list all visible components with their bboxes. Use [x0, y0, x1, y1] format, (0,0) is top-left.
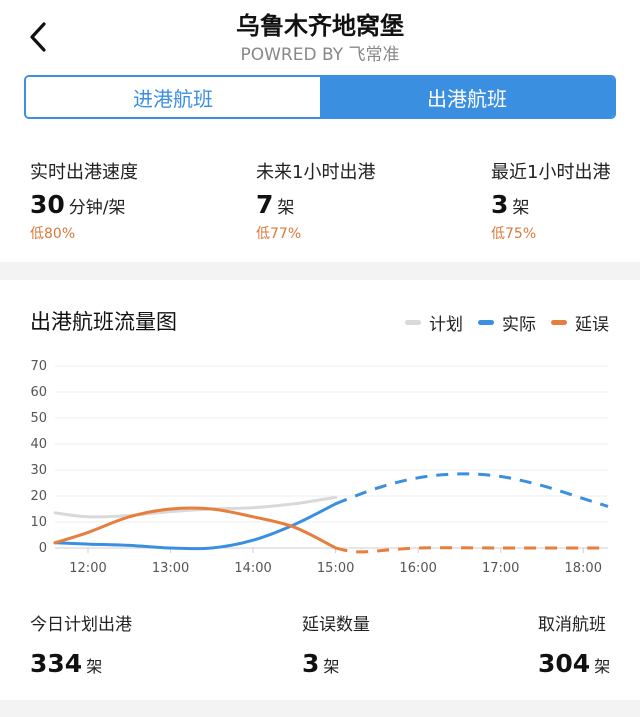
tab-departures[interactable]: 出港航班 — [320, 77, 614, 117]
x-tick-label: 14:00 — [234, 561, 271, 576]
summary-planned: 今日计划出港 334 架 — [30, 610, 132, 678]
y-tick-label: 30 — [30, 463, 47, 478]
summary-value: 304 — [538, 649, 591, 678]
y-tick-label: 20 — [30, 489, 47, 504]
stat-value: 3 — [491, 190, 509, 219]
stat-realtime-speed: 实时出港速度 30 分钟/架 低80% — [30, 158, 138, 243]
summary-value: 334 — [30, 649, 83, 678]
tab-bar: 进港航班 出港航班 — [24, 75, 616, 119]
summary-unit: 架 — [323, 657, 340, 676]
legend-actual[interactable]: 实际 — [478, 310, 536, 335]
stat-compare: 低80% — [30, 226, 76, 242]
flow-chart: 0 10 20 30 40 50 60 70 12:00 13:00 14:00 15:00 16:00… — [30, 359, 609, 576]
y-tick-label: 10 — [30, 515, 47, 530]
summary-unit: 架 — [86, 657, 103, 676]
legend-swatch — [405, 320, 421, 325]
series-delay-line — [53, 506, 338, 550]
legend-label: 计划 — [429, 315, 463, 335]
summary-label: 今日计划出港 — [30, 615, 132, 635]
chart-title: 出港航班流量图 — [30, 310, 177, 334]
legend-swatch — [478, 320, 494, 325]
stat-label: 最近1小时出港 — [491, 162, 611, 183]
x-tick-label: 17:00 — [482, 561, 519, 576]
legend-label: 实际 — [502, 315, 536, 335]
stat-label: 未来1小时出港 — [256, 162, 376, 183]
y-tick-label: 50 — [30, 411, 47, 426]
legend-plan[interactable]: 计划 — [405, 310, 463, 335]
stat-compare: 低77% — [256, 226, 302, 242]
summary-unit: 架 — [594, 657, 611, 676]
summary-value: 3 — [302, 649, 320, 678]
legend-label: 延误 — [575, 315, 609, 335]
stat-unit: 架 — [512, 198, 530, 218]
x-tick-label: 15:00 — [317, 561, 354, 576]
summary-label: 延误数量 — [302, 615, 370, 635]
series-plan-line — [53, 495, 338, 519]
x-tick-label: 16:00 — [399, 561, 436, 576]
page-subtitle: POWRED BY 飞常准 — [240, 45, 400, 65]
stat-compare: 低75% — [491, 226, 537, 242]
y-tick-label: 60 — [30, 385, 47, 400]
summary-label: 取消航班 — [538, 615, 606, 635]
header: 乌鲁木齐地窝堡 POWRED BY 飞常准 — [0, 0, 640, 66]
tab-arrivals[interactable]: 进港航班 — [26, 77, 320, 117]
y-tick-label: 40 — [30, 437, 47, 452]
stat-unit: 分钟/架 — [68, 198, 126, 218]
summary-cancelled: 取消航班 304 架 — [538, 610, 610, 678]
flow-chart-card: 出港航班流量图 计划 实际 延误 0 10 20 30 40 50 60 70 12:00 13:… — [0, 280, 640, 700]
stat-value: 7 — [256, 190, 274, 219]
series-actual-line-forecast — [335, 472, 609, 508]
y-tick-label: 0 — [39, 541, 47, 556]
series-delay-line-forecast — [335, 546, 608, 554]
stat-label: 实时出港速度 — [30, 162, 138, 183]
back-arrow-icon[interactable] — [24, 20, 54, 54]
page-title: 乌鲁木齐地窝堡 — [236, 12, 404, 40]
x-tick-label: 18:00 — [565, 561, 602, 576]
x-tick-label: 12:00 — [69, 561, 106, 576]
stat-value: 30 — [30, 190, 65, 219]
x-tick-label: 13:00 — [152, 561, 189, 576]
y-tick-label: 70 — [30, 359, 47, 374]
legend-swatch — [551, 320, 567, 325]
stat-unit: 架 — [277, 198, 295, 218]
legend-delay[interactable]: 延误 — [551, 310, 609, 335]
